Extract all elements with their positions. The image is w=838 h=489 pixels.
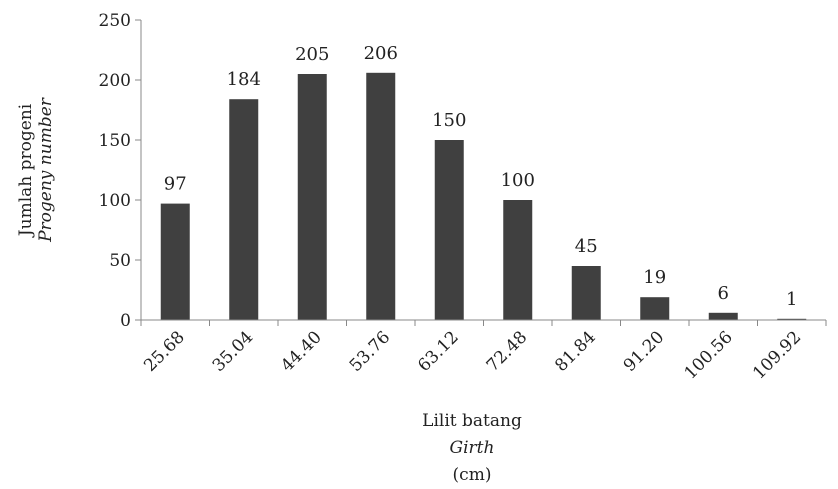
y-axis-ticks: 0 50 100 150 200 250 (99, 11, 141, 331)
y-tick-label: 50 (109, 251, 131, 271)
x-tick-label: 53.76 (346, 327, 395, 376)
data-label: 97 (164, 174, 187, 195)
bar (640, 297, 669, 320)
x-axis-title: Lilit batang Girth (cm) (422, 411, 522, 485)
data-label: 150 (432, 110, 466, 131)
bars-group (161, 73, 807, 320)
y-axis-title-line2: Progeny number (36, 97, 56, 243)
x-axis-title-line1: Lilit batang (422, 411, 522, 431)
bar (229, 99, 258, 320)
y-axis-title: Jumlah progeni Progeny number (16, 97, 56, 243)
bar (503, 200, 532, 320)
data-labels-group: 97 184 205 206 150 100 45 19 6 1 (164, 43, 798, 310)
bar (161, 204, 190, 320)
x-tick-label: 109.92 (749, 327, 805, 383)
data-label: 6 (718, 283, 729, 304)
data-label: 45 (575, 236, 598, 257)
bar (572, 266, 601, 320)
x-axis-title-line2: Girth (450, 438, 495, 458)
bar (298, 74, 327, 320)
x-tick-label: 63.12 (414, 327, 463, 376)
y-tick-label: 200 (99, 71, 131, 91)
y-tick-label: 250 (99, 11, 131, 31)
x-tick-label: 100.56 (681, 327, 737, 383)
data-label: 19 (643, 267, 666, 288)
y-axis-title-line1: Jumlah progeni (16, 103, 36, 238)
bar (366, 73, 395, 320)
data-label: 206 (364, 43, 398, 64)
x-tick-label: 91.20 (620, 327, 669, 376)
y-tick-label: 0 (120, 311, 131, 331)
x-axis-ticks: 25.68 35.04 44.40 53.76 63.12 72.48 81.84 91.20… (140, 320, 826, 384)
data-label: 100 (501, 170, 535, 191)
x-tick-label: 72.48 (483, 327, 532, 376)
bar (709, 313, 738, 320)
x-tick-label: 25.68 (140, 327, 189, 376)
x-tick-label: 44.40 (277, 327, 326, 376)
x-tick-label: 81.84 (551, 327, 600, 376)
x-axis-title-line3: (cm) (453, 465, 492, 485)
x-tick-label: 35.04 (209, 327, 258, 376)
y-tick-label: 150 (99, 131, 131, 151)
data-label: 205 (295, 44, 329, 65)
data-label: 184 (227, 69, 261, 90)
bar (435, 140, 464, 320)
y-tick-label: 100 (99, 191, 131, 211)
data-label: 1 (786, 289, 797, 310)
